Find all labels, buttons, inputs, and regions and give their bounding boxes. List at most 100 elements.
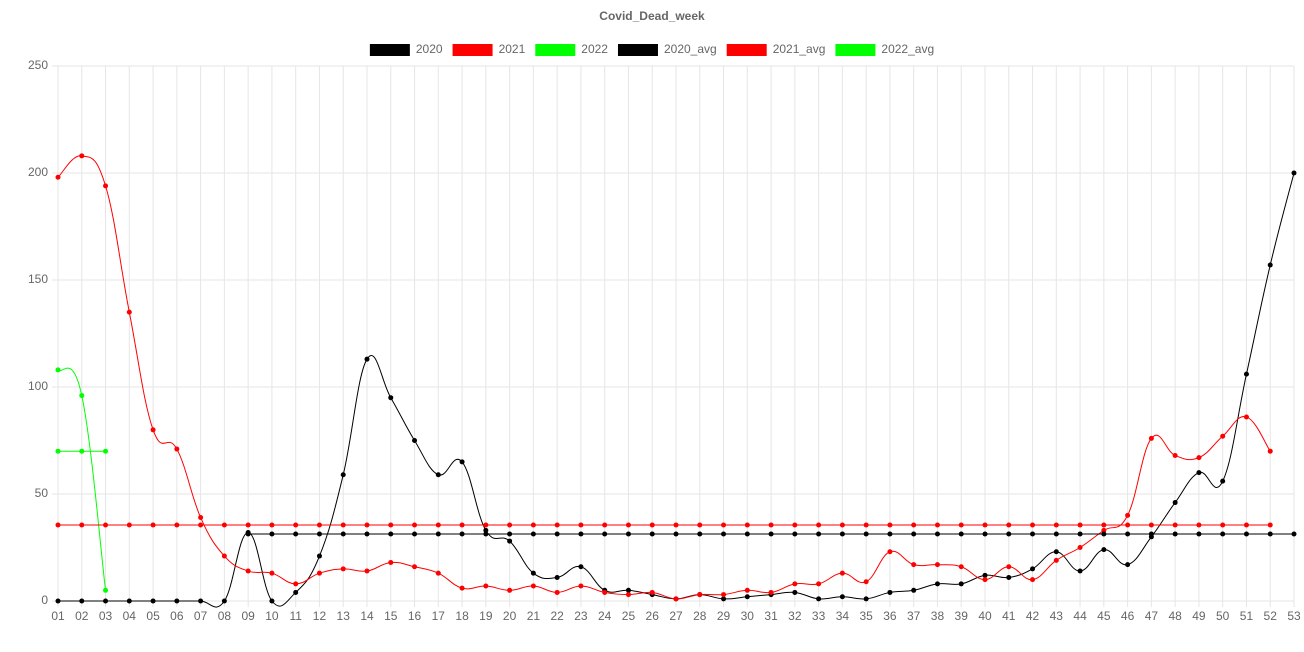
data-point — [816, 581, 822, 587]
x-tick-label: 50 — [1216, 609, 1230, 623]
legend-swatch — [452, 44, 493, 56]
data-point — [911, 522, 917, 528]
data-point — [554, 574, 560, 580]
data-point — [150, 522, 156, 528]
data-point — [1053, 522, 1059, 528]
data-point — [1172, 531, 1178, 537]
y-tick-label: 150 — [28, 272, 48, 286]
data-point — [863, 596, 869, 602]
x-tick-label: 39 — [955, 609, 969, 623]
data-point — [934, 562, 940, 568]
legend-swatch — [369, 44, 410, 56]
data-point — [269, 598, 275, 604]
data-point — [483, 522, 489, 528]
data-point — [412, 564, 418, 570]
data-point — [1030, 531, 1036, 537]
data-point — [792, 531, 798, 537]
data-point — [768, 531, 774, 537]
data-point — [887, 589, 893, 595]
data-point — [1267, 531, 1273, 537]
data-point — [816, 596, 822, 602]
data-point — [126, 309, 132, 315]
data-point — [340, 472, 346, 478]
data-point — [863, 579, 869, 585]
data-point — [554, 589, 560, 595]
data-point — [245, 531, 251, 537]
data-point — [839, 522, 845, 528]
data-point — [316, 570, 322, 576]
data-point — [198, 522, 204, 528]
x-tick-label: 03 — [99, 609, 113, 623]
data-point — [364, 531, 370, 537]
data-point — [625, 531, 631, 537]
x-tick-label: 40 — [978, 609, 992, 623]
data-point — [958, 564, 964, 570]
data-point — [198, 598, 204, 604]
data-point — [245, 568, 251, 574]
data-point — [150, 598, 156, 604]
data-point — [578, 564, 584, 570]
x-tick-label: 29 — [717, 609, 731, 623]
data-point — [1053, 557, 1059, 563]
data-point — [293, 589, 299, 595]
data-point — [1267, 262, 1273, 268]
data-point — [1030, 522, 1036, 528]
data-point — [768, 589, 774, 595]
x-tick-label: 11 — [289, 609, 302, 623]
data-point — [934, 581, 940, 587]
x-tick-label: 20 — [503, 609, 517, 623]
data-point — [126, 522, 132, 528]
data-point — [673, 522, 679, 528]
x-tick-label: 06 — [170, 609, 184, 623]
data-point — [507, 587, 513, 593]
legend-swatch — [617, 44, 658, 56]
data-point — [55, 174, 61, 180]
data-point — [554, 531, 560, 537]
data-point — [721, 522, 727, 528]
data-point — [839, 594, 845, 600]
data-point — [602, 522, 608, 528]
data-point — [934, 522, 940, 528]
data-point — [1148, 435, 1154, 441]
data-point — [1220, 522, 1226, 528]
data-point — [364, 568, 370, 574]
x-tick-label: 09 — [241, 609, 255, 623]
data-point — [816, 522, 822, 528]
data-point — [982, 572, 988, 578]
data-point — [483, 583, 489, 589]
data-point — [174, 598, 180, 604]
data-point — [744, 531, 750, 537]
data-point — [839, 531, 845, 537]
data-point — [1101, 531, 1107, 537]
data-point — [721, 592, 727, 598]
data-point — [649, 522, 655, 528]
data-point — [459, 459, 465, 465]
y-tick-label: 50 — [35, 486, 49, 500]
data-point — [1243, 531, 1249, 537]
data-point — [721, 596, 727, 602]
data-point — [911, 562, 917, 568]
data-point — [55, 367, 61, 373]
data-point — [293, 581, 299, 587]
x-tick-label: 34 — [836, 609, 850, 623]
x-tick-label: 19 — [479, 609, 493, 623]
data-point — [1077, 568, 1083, 574]
data-point — [316, 531, 322, 537]
data-point — [79, 522, 85, 528]
data-point — [578, 522, 584, 528]
data-point — [483, 527, 489, 533]
y-tick-label: 200 — [28, 165, 48, 179]
data-point — [816, 531, 822, 537]
data-point — [887, 522, 893, 528]
legend-swatch — [535, 44, 576, 56]
data-point — [507, 531, 513, 537]
data-point — [530, 522, 536, 528]
legend: 2020 2021 2022 2020_avg 2021_avg 2022_avg — [369, 42, 934, 56]
data-point — [673, 531, 679, 537]
x-tick-label: 01 — [51, 609, 65, 623]
x-tick-label: 26 — [646, 609, 660, 623]
data-point — [269, 531, 275, 537]
data-point — [507, 538, 513, 544]
data-point — [625, 587, 631, 593]
data-point — [269, 522, 275, 528]
